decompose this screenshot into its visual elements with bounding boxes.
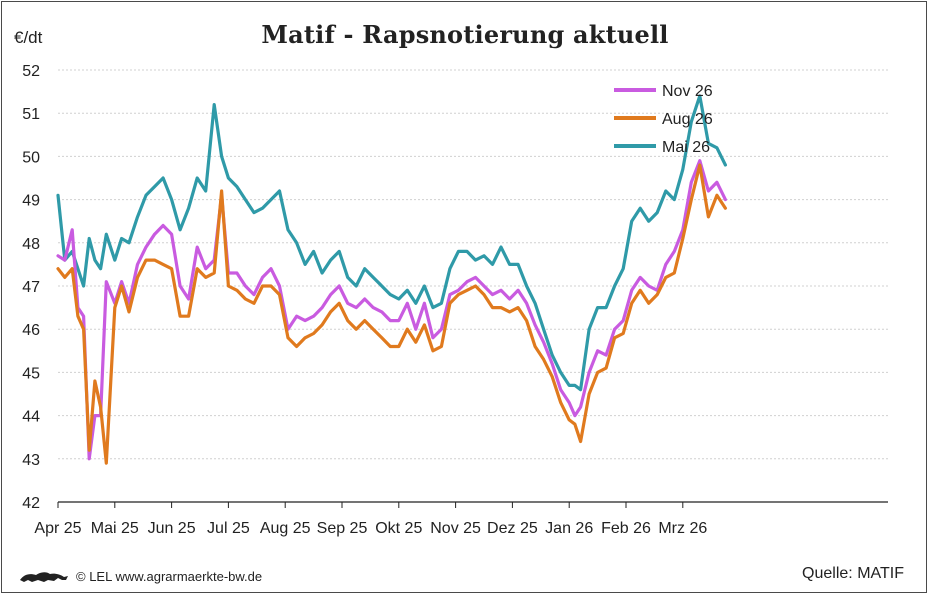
series-line-Mai-26 [56,94,728,392]
legend-label-Aug-26: Aug 26 [662,111,713,128]
y-tick-49: 49 [22,193,40,210]
series-line-Nov-26 [56,159,728,461]
lion-logo-icon [20,572,68,582]
x-tick-Mai-25: Mai 25 [91,520,139,537]
legend: Nov 26 Aug 26 Mai 26 [614,83,713,156]
y-tick-52: 52 [22,63,40,80]
credit-text: © LEL www.agrarmaerkte-bw.de [76,568,263,584]
chart-title: Matif - Rapsnotierung aktuell [261,20,669,49]
x-tick-Sep-25: Sep 25 [317,520,368,537]
y-tick-47: 47 [22,279,40,296]
footer-credit: © LEL www.agrarmaerkte-bw.de [18,568,262,584]
x-tick-Apr-25: Apr 25 [34,520,81,537]
legend-label-Nov-26: Nov 26 [662,83,713,100]
y-tick-labels: 42 43 44 45 46 47 48 49 50 51 52 [22,63,40,512]
x-tick-Jul-25: Jul 25 [207,520,250,537]
y-tick-48: 48 [22,236,40,253]
series-line-Aug-26 [56,163,728,465]
y-tick-51: 51 [22,106,40,123]
x-tick-Okt-25: Okt 25 [375,520,422,537]
y-axis-unit: €/dt [14,28,43,47]
series-lines [56,94,728,465]
y-tick-43: 43 [22,452,40,469]
y-tick-50: 50 [22,149,40,166]
y-tick-46: 46 [22,322,40,339]
y-tick-44: 44 [22,409,40,426]
x-tick-Mrz-26: Mrz 26 [658,520,707,537]
x-axis: Apr 25 Mai 25 Jun 25 Jul 25 Aug 25 Sep 25 Okt … [34,501,888,537]
x-tick-Feb-26: Feb 26 [601,520,651,537]
y-tick-45: 45 [22,365,40,382]
x-tick-Dez-25: Dez 25 [487,520,538,537]
y-tick-42: 42 [22,495,40,512]
legend-label-Mai-26: Mai 26 [662,139,710,156]
x-tick-Nov-25: Nov 25 [430,520,481,537]
source-label: Quelle: MATIF [802,565,904,582]
grid-lines [58,69,888,460]
x-tick-Jan-26: Jan 26 [545,520,593,537]
x-tick-Aug-25: Aug 25 [260,520,311,537]
x-tick-Jun-25: Jun 25 [148,520,196,537]
